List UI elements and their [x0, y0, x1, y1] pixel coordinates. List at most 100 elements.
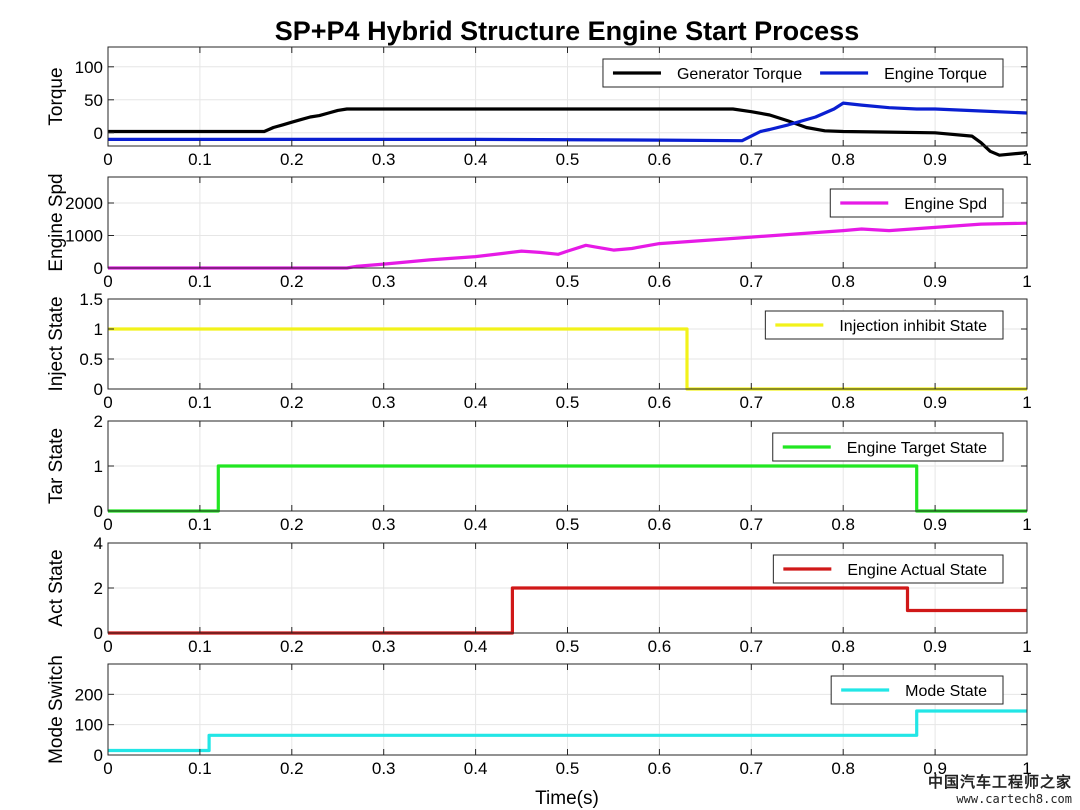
x-tick-label: 0.3 — [372, 759, 396, 778]
series-line-engine-spd — [108, 221, 1028, 270]
x-tick-label: 0 — [103, 759, 112, 778]
x-tick-label: 0.5 — [556, 759, 580, 778]
watermark: 中国汽车工程师之家 www.cartech8.com — [928, 771, 1072, 806]
y-tick-label: 0 — [94, 259, 103, 278]
x-tick-label: 0.7 — [739, 637, 763, 656]
x-tick-label: 0.3 — [372, 637, 396, 656]
x-tick-label: 0.9 — [923, 393, 947, 412]
x-tick-label: 0.6 — [648, 515, 672, 534]
legend-box — [602, 58, 1004, 88]
legend-label-injection-inhibit-state: Injection inhibit State — [839, 318, 987, 335]
watermark-url: www.cartech8.com — [956, 792, 1072, 806]
x-tick-label: 0.8 — [831, 272, 855, 291]
series-line-engine-torque — [108, 101, 1028, 143]
x-tick-label: 0.9 — [923, 150, 947, 169]
y-tick-label: 200 — [75, 685, 103, 704]
x-tick-label: 0.7 — [739, 272, 763, 291]
y-tick-label: 2000 — [65, 194, 103, 213]
y-tick-label: 2 — [94, 579, 103, 598]
legend: Mode State — [830, 675, 1004, 705]
x-tick-label: 0.1 — [188, 272, 212, 291]
legend: Generator Torque Engine Torque — [602, 58, 1004, 88]
legend: Engine Actual State — [772, 554, 1004, 584]
y-tick-label: 50 — [84, 91, 103, 110]
x-tick-label: 0.2 — [280, 150, 304, 169]
subplot-3: 0 0.1 0.2 0.3 0.4 0.5 0.6 0.7 0.8 0.9 1 0 0.5 1 1.5 Inj… — [46, 290, 1032, 412]
x-tick-label: 0.8 — [831, 515, 855, 534]
x-tick-label: 0.2 — [280, 515, 304, 534]
x-tick-label: 0.4 — [464, 272, 488, 291]
x-tick-label: 0.2 — [280, 393, 304, 412]
x-tick-label: 0.9 — [923, 637, 947, 656]
legend: Engine Target State — [772, 432, 1004, 462]
x-tick-label: 0.5 — [556, 515, 580, 534]
y-tick-label: 0 — [94, 624, 103, 643]
y-tick-label: 1 — [94, 320, 103, 339]
legend-label-engine-spd: Engine Spd — [904, 196, 987, 213]
x-tick-label: 0.6 — [648, 759, 672, 778]
x-tick-label: 0.4 — [464, 393, 488, 412]
legend: Engine Spd — [829, 188, 1004, 218]
y-tick-label: 0 — [94, 124, 103, 143]
x-tick-label: 1 — [1022, 393, 1031, 412]
x-tick-label: 0.5 — [556, 150, 580, 169]
x-tick-label: 0.2 — [280, 637, 304, 656]
x-tick-label: 1 — [1022, 759, 1031, 778]
legend: Injection inhibit State — [764, 310, 1004, 340]
x-tick-label: 0 — [103, 515, 112, 534]
x-tick-label: 0.6 — [648, 393, 672, 412]
y-tick-label: 0.5 — [79, 350, 103, 369]
subplot-5: 0 0.1 0.2 0.3 0.4 0.5 0.6 0.7 0.8 0.9 1 0 2 4 Act Stat… — [46, 534, 1032, 656]
y-tick-label: 1000 — [65, 227, 103, 246]
x-tick-label: 0.3 — [372, 272, 396, 291]
x-tick-label: 0.7 — [739, 515, 763, 534]
x-tick-label: 1 — [1022, 637, 1031, 656]
x-tick-label: 0.4 — [464, 759, 488, 778]
y-axis-label: Torque — [46, 67, 67, 125]
series-line-generator-torque — [108, 107, 1028, 157]
x-tick-label: 1 — [1022, 515, 1031, 534]
subplot-4: 0 0.1 0.2 0.3 0.4 0.5 0.6 0.7 0.8 0.9 1 0 1 2 Tar Stat… — [46, 412, 1032, 534]
legend-label-engine-torque: Engine Torque — [884, 66, 987, 83]
x-tick-label: 1 — [1022, 272, 1031, 291]
subplot-2: 0 0.1 0.2 0.3 0.4 0.5 0.6 0.7 0.8 0.9 1010002000En… — [46, 173, 1032, 291]
x-tick-label: 0.5 — [556, 393, 580, 412]
subplot-panels: 0 0.1 0.2 0.3 0.4 0.5 0.6 0.7 0.8 0.9 1050100Torqu… — [46, 46, 1032, 778]
subplot-6: 0 0.1 0.2 0.3 0.4 0.5 0.6 0.7 0.8 0.9 1 0 100 200 Mode… — [46, 655, 1032, 778]
y-axis-label: Mode Switch — [46, 655, 67, 764]
x-tick-label: 0.4 — [464, 150, 488, 169]
y-axis-label: Inject State — [46, 296, 67, 391]
watermark-text: 中国汽车工程师之家 — [927, 773, 1072, 791]
x-tick-label: 0.7 — [739, 150, 763, 169]
legend-label-engine-actual-state: Engine Actual State — [847, 562, 987, 579]
x-tick-label: 0.5 — [556, 637, 580, 656]
series-line-mode-state — [108, 709, 1027, 753]
x-tick-label: 0.8 — [831, 759, 855, 778]
x-tick-label: 0.6 — [648, 272, 672, 291]
x-tick-label: 0.3 — [372, 393, 396, 412]
legend-label-generator-torque: Generator Torque — [677, 66, 802, 83]
x-tick-label: 0.9 — [923, 515, 947, 534]
y-axis-label: Engine Spd — [46, 173, 67, 271]
x-tick-label: 0.1 — [188, 637, 212, 656]
x-tick-label: 0.7 — [739, 759, 763, 778]
x-tick-label: 0.2 — [280, 759, 304, 778]
x-tick-label: 0 — [103, 393, 112, 412]
x-tick-label: 0.3 — [372, 515, 396, 534]
y-tick-label: 4 — [94, 534, 103, 553]
y-tick-label: 0 — [94, 746, 103, 765]
x-tick-label: 0.7 — [739, 393, 763, 412]
y-tick-label: 1.5 — [79, 290, 103, 309]
legend-label-mode-state: Mode State — [905, 683, 987, 700]
x-tick-label: 0.8 — [831, 637, 855, 656]
y-tick-label: 0 — [94, 380, 103, 399]
x-tick-label: 0.4 — [464, 637, 488, 656]
chart-title: SP+P4 Hybrid Structure Engine Start Proc… — [275, 16, 859, 46]
y-tick-label: 2 — [94, 412, 103, 431]
x-tick-label: 0 — [103, 272, 112, 291]
legend-label-engine-target-state: Engine Target State — [847, 440, 987, 457]
x-tick-label: 0.9 — [923, 759, 947, 778]
y-tick-label: 1 — [94, 457, 103, 476]
x-tick-label: 0.3 — [372, 150, 396, 169]
